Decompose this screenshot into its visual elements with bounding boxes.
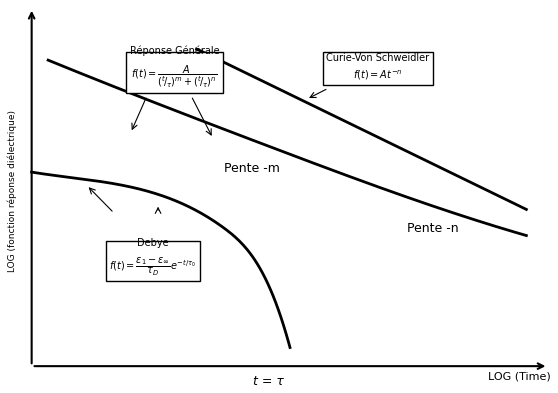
Text: LOG (Time): LOG (Time) [488,372,551,382]
Text: Pente -m: Pente -m [224,162,280,175]
Text: Pente -n: Pente -n [407,222,459,235]
Text: t = τ: t = τ [253,375,283,388]
Text: Curie-Von Schweidler
$f(t) = At^{-n}$: Curie-Von Schweidler $f(t) = At^{-n}$ [326,53,430,82]
Text: LOG (fonction réponse diélectrique): LOG (fonction réponse diélectrique) [8,110,17,272]
Text: Debye
$f(t) = \dfrac{\varepsilon_1 - \varepsilon_\infty}{\tau_D} e^{-t/\tau_0}$: Debye $f(t) = \dfrac{\varepsilon_1 - \va… [109,238,196,278]
Text: Réponse Générale
$f(t) = \dfrac{A}{(^{t}\!/_{\tau})^{m} + (^{t}\!/_{\tau})^{n}}$: Réponse Générale $f(t) = \dfrac{A}{(^{t}… [130,46,219,90]
